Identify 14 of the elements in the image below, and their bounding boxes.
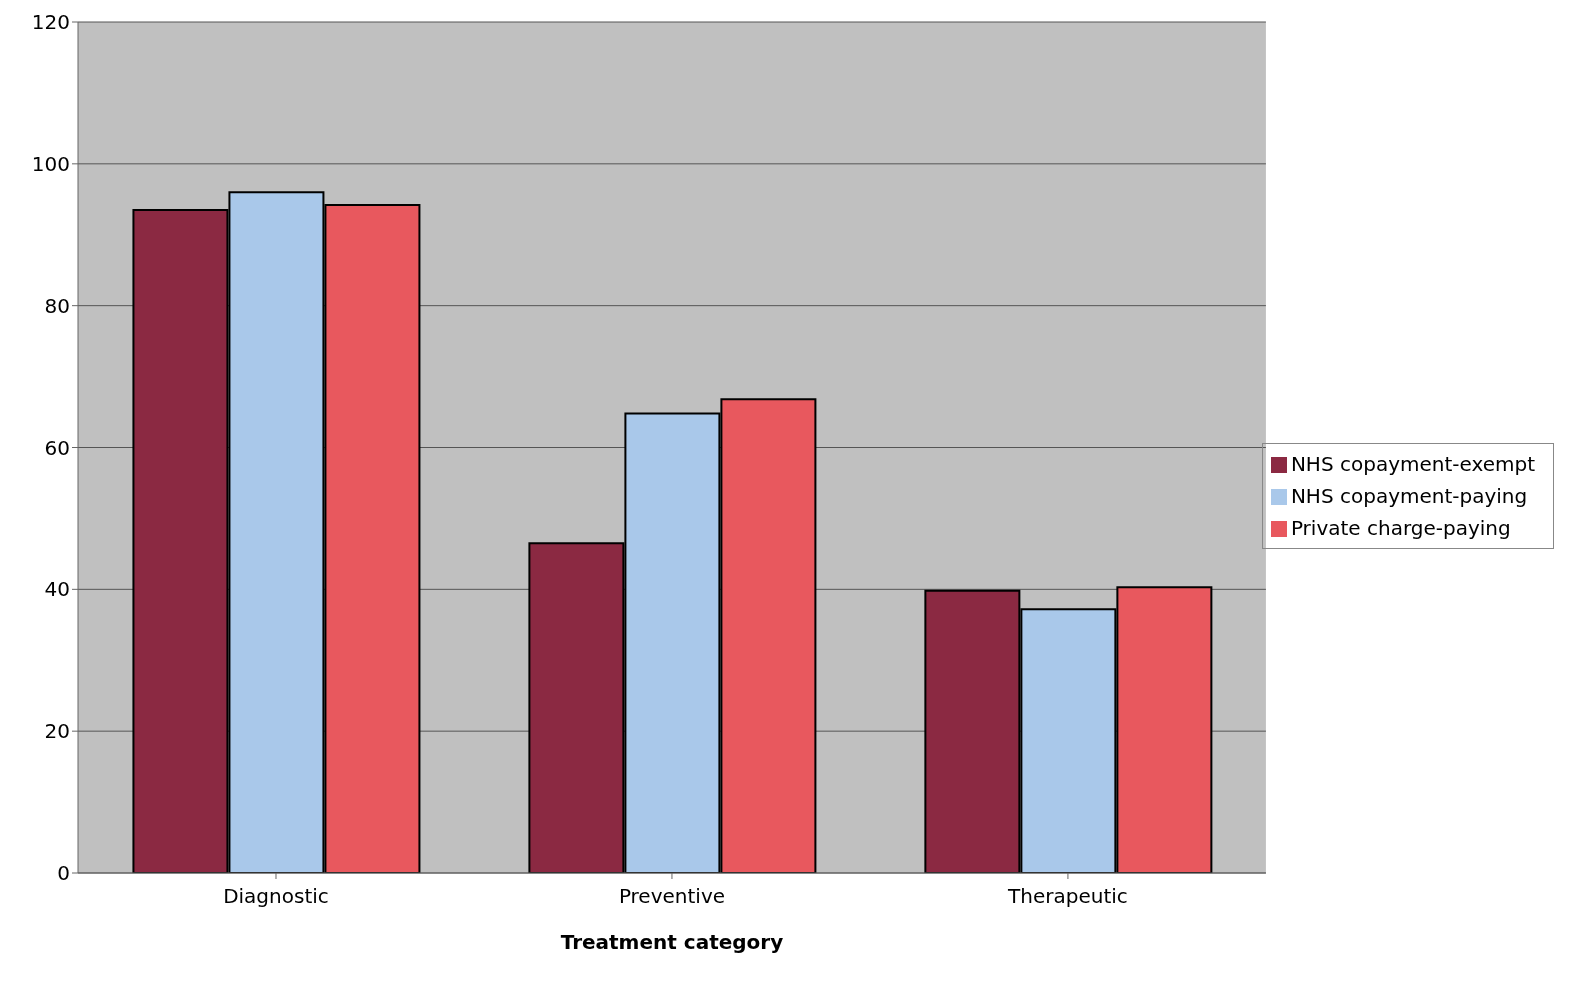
x-tick-label: Therapeutic [1007, 884, 1128, 909]
y-tick-label: 120 [31, 10, 70, 35]
x-tick-label: Preventive [618, 884, 726, 909]
y-tick-label: 20 [44, 719, 70, 744]
legend-label: Private charge-paying [1290, 515, 1511, 540]
y-tick-label: 60 [44, 435, 70, 460]
legend-label: NHS copayment-exempt [1290, 451, 1535, 476]
y-tick-label: 100 [31, 151, 70, 176]
y-tick-label: 80 [44, 293, 70, 318]
x-axis-title: Treatment category [560, 930, 784, 954]
x-tick-label: Diagnostic [223, 884, 329, 909]
y-tick-label: 40 [44, 577, 70, 602]
y-tick-label: 0 [57, 861, 70, 886]
legend-label: NHS copayment-paying [1290, 483, 1528, 508]
